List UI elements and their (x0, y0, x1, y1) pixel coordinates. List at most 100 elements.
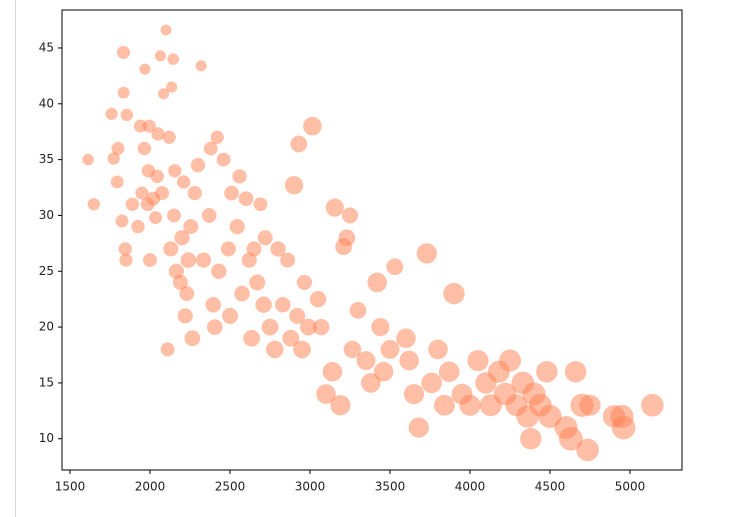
x-tick-label: 2500 (215, 480, 246, 494)
point (150, 169, 164, 184)
point (330, 395, 351, 416)
point (139, 63, 151, 75)
point (443, 282, 465, 305)
point (408, 417, 429, 438)
point (125, 197, 140, 211)
y-tick-label: 20 (39, 320, 54, 334)
point (216, 152, 231, 167)
point (459, 394, 481, 416)
point (224, 185, 239, 201)
point (163, 241, 179, 257)
x-tick-label: 3000 (295, 480, 326, 494)
point (356, 351, 376, 371)
point (564, 361, 587, 383)
point (111, 141, 125, 155)
point (290, 135, 308, 153)
point (116, 45, 130, 59)
point (162, 130, 176, 144)
point (119, 253, 133, 267)
point (579, 394, 601, 416)
point (180, 252, 197, 268)
point (154, 50, 166, 62)
x-tick-label: 2000 (135, 480, 166, 494)
point (195, 60, 207, 72)
point (338, 229, 356, 247)
point (289, 307, 306, 324)
point (367, 272, 387, 293)
x-tick-label: 4500 (535, 480, 566, 494)
point (428, 339, 448, 360)
point (232, 169, 247, 184)
point (316, 384, 336, 404)
point (433, 394, 455, 416)
point (396, 328, 416, 349)
point (220, 241, 236, 257)
point (403, 383, 425, 405)
point (167, 208, 181, 223)
point (296, 274, 312, 291)
point (416, 243, 437, 264)
point (498, 349, 522, 372)
point (342, 207, 358, 224)
point (467, 349, 489, 372)
point (300, 318, 317, 336)
point (107, 152, 120, 165)
point (179, 286, 195, 302)
y-tick-label: 45 (39, 40, 54, 54)
point (105, 107, 118, 120)
axes-frame (61, 9, 683, 471)
point (142, 119, 156, 133)
point (611, 415, 636, 440)
point (576, 438, 599, 462)
point (325, 198, 344, 217)
point (303, 116, 322, 136)
point (520, 428, 542, 450)
point (421, 372, 442, 394)
point (536, 361, 558, 383)
point (118, 242, 132, 256)
point (160, 342, 175, 357)
y-tick-label: 10 (39, 431, 54, 445)
point (386, 258, 404, 276)
point (115, 214, 129, 228)
point (641, 393, 664, 417)
point (203, 141, 218, 156)
point (87, 198, 101, 211)
point (246, 241, 262, 257)
point (284, 176, 304, 195)
point (309, 290, 327, 308)
point (149, 211, 163, 225)
point (190, 158, 206, 173)
point (205, 296, 221, 313)
y-tick-label: 25 (39, 264, 54, 278)
y-tick-label: 30 (39, 208, 54, 222)
point (168, 164, 182, 178)
point (275, 296, 291, 313)
point (238, 191, 254, 207)
point (266, 340, 284, 359)
point (131, 219, 145, 234)
x-tick-label: 5000 (615, 480, 646, 494)
point (399, 350, 419, 371)
point (207, 319, 223, 335)
point (187, 185, 202, 201)
x-tick-label: 4000 (455, 480, 486, 494)
point (243, 329, 260, 347)
point (174, 230, 190, 246)
point (151, 127, 165, 141)
point (196, 252, 212, 268)
point (270, 241, 286, 257)
x-tick-label: 1500 (55, 480, 86, 494)
point (176, 175, 191, 189)
point (183, 219, 199, 235)
point (343, 340, 362, 359)
point (201, 208, 217, 223)
point (349, 301, 367, 319)
point (82, 153, 94, 166)
point (158, 88, 170, 100)
point (110, 175, 124, 189)
plot-area (82, 24, 664, 462)
point (143, 253, 157, 268)
point (438, 361, 460, 383)
